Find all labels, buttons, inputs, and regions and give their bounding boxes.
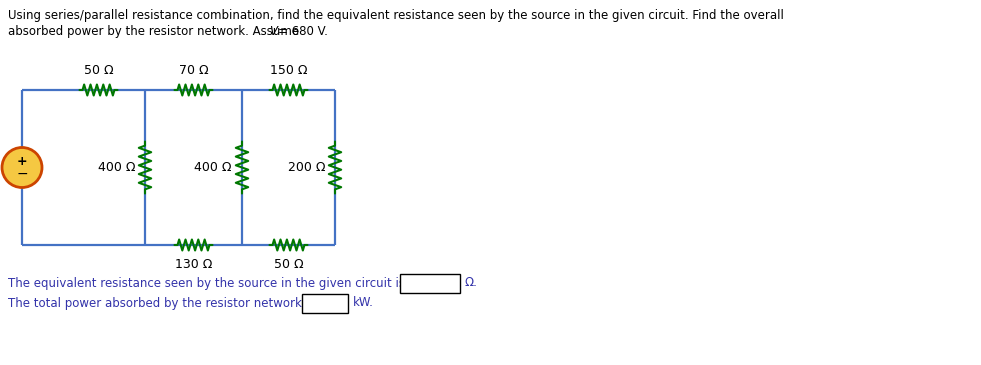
Text: 50 Ω: 50 Ω (83, 64, 114, 77)
Circle shape (2, 147, 42, 188)
Text: kW.: kW. (353, 296, 374, 310)
Text: +: + (17, 155, 27, 169)
Text: Using series/parallel resistance combination, find the equivalent resistance see: Using series/parallel resistance combina… (8, 9, 784, 22)
Text: Ω.: Ω. (465, 277, 478, 289)
Text: V: V (270, 25, 278, 38)
Text: 50 Ω: 50 Ω (274, 258, 303, 271)
Text: absorbed power by the resistor network. Assume: absorbed power by the resistor network. … (8, 25, 303, 38)
Bar (302, 293, 348, 312)
Text: = 680 V.: = 680 V. (278, 25, 328, 38)
Text: 130 Ω: 130 Ω (175, 258, 212, 271)
Text: −: − (17, 167, 27, 181)
Text: 70 Ω: 70 Ω (179, 64, 208, 77)
Text: 400 Ω: 400 Ω (97, 161, 135, 174)
Text: The total power absorbed by the resistor network is: The total power absorbed by the resistor… (8, 296, 315, 310)
Text: The equivalent resistance seen by the source in the given circuit is: The equivalent resistance seen by the so… (8, 277, 405, 289)
Bar (400, 273, 460, 292)
Text: 400 Ω: 400 Ω (194, 161, 232, 174)
Text: 200 Ω: 200 Ω (287, 161, 325, 174)
Text: 150 Ω: 150 Ω (270, 64, 307, 77)
